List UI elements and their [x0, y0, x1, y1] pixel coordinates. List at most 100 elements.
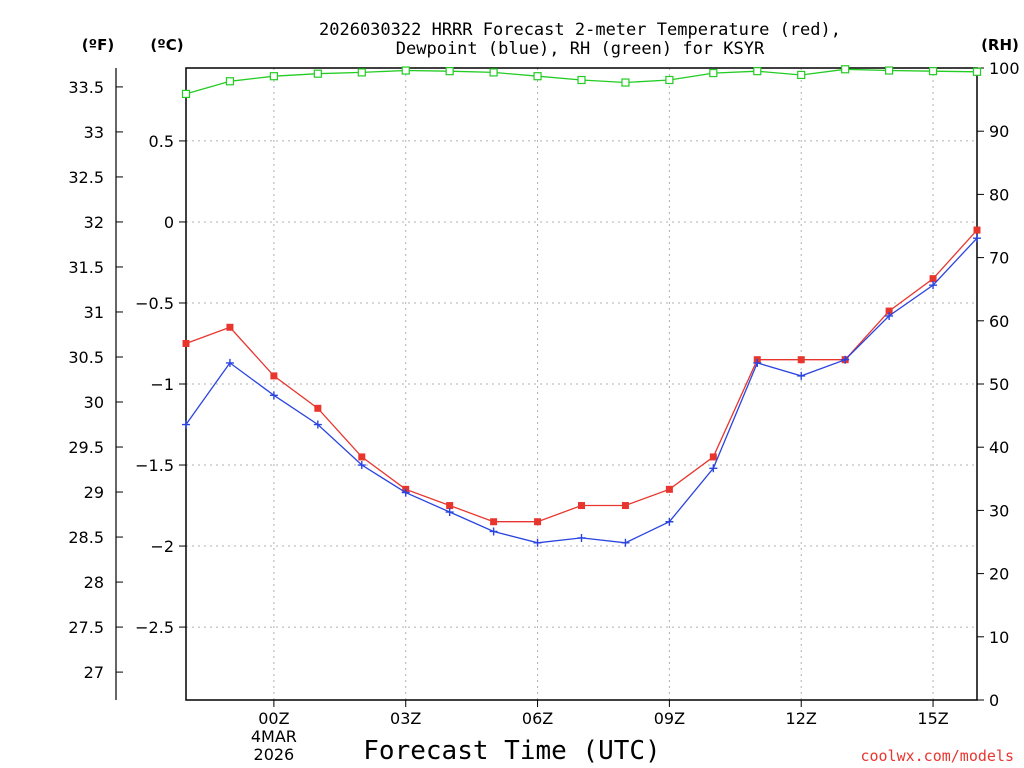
time-tick-label: 15Z: [917, 709, 948, 728]
rh-tick-label: 0: [989, 691, 999, 710]
celsius-tick-label: −2.5: [135, 618, 174, 637]
dewpoint-point: [533, 538, 542, 547]
fahrenheit-tick-label: 33.5: [68, 78, 104, 97]
fahrenheit-tick-label: 29: [84, 483, 104, 502]
rh-point: [885, 66, 894, 75]
rh-point: [445, 67, 454, 76]
rh-point: [269, 72, 278, 81]
rh-tick-label: 40: [989, 438, 1009, 457]
temperature-point: [226, 323, 234, 331]
temperature-point: [665, 485, 673, 493]
fahrenheit-axis: 33.5 33 32.5 32 31.5 31 30.5 30 29.5 29 28.5 28 27.5…: [68, 78, 123, 682]
dewpoint-point: [709, 464, 718, 473]
time-tick-label: 06Z: [522, 709, 553, 728]
rh-tick-label: 80: [989, 185, 1009, 204]
dewpoint-point: [973, 234, 981, 243]
fahrenheit-tick-label: 28.5: [68, 528, 104, 547]
time-tick-label: 09Z: [654, 709, 685, 728]
dewpoint-point: [489, 527, 498, 536]
temperature-point: [270, 372, 278, 380]
temperature-point: [885, 307, 893, 315]
dewpoint-point: [929, 281, 938, 290]
celsius-tick-label: −1.5: [135, 456, 174, 475]
rh-tick-label: 20: [989, 565, 1009, 584]
rh-point: [928, 67, 938, 76]
date-label: 4MAR: [251, 727, 297, 746]
celsius-tick-label: −2: [150, 537, 174, 556]
grid-lines: [186, 68, 977, 700]
fahrenheit-tick-label: 28: [84, 573, 104, 592]
dewpoint-point: [269, 391, 278, 400]
rh-point: [533, 72, 542, 81]
dewpoint-point: [357, 461, 366, 470]
rh-tick-label: 100: [989, 59, 1020, 78]
dewpoint-point: [445, 508, 454, 517]
temperature-point: [929, 275, 937, 283]
dewpoint-point: [753, 358, 762, 367]
rh-point: [225, 77, 235, 86]
dewpoint-point: [665, 517, 674, 526]
temperature-point: [446, 502, 454, 510]
rh-tick-label: 50: [989, 375, 1009, 394]
rh-point: [621, 78, 630, 87]
rh-point: [665, 75, 674, 85]
celsius-unit-label: (ºC): [150, 36, 183, 54]
celsius-tick-label: −0.5: [135, 294, 174, 313]
fahrenheit-tick-label: 29.5: [68, 438, 104, 457]
temperature-point: [358, 453, 366, 461]
time-tick-label: 12Z: [786, 709, 817, 728]
rh-point: [972, 67, 982, 76]
temperature-point: [578, 502, 585, 510]
rh-point: [489, 68, 498, 77]
dewpoint-point: [797, 371, 806, 380]
celsius-axis: 0.5 0 −0.5 −1 −1.5 −2 −2.5: [135, 132, 186, 637]
rh-tick-label: 10: [989, 628, 1009, 647]
dewpoint-point: [313, 420, 322, 429]
chart-title-line2: Dewpoint (blue), RH (green) for KSYR: [396, 39, 765, 59]
series-layer: [181, 65, 982, 547]
fahrenheit-tick-label: 31.5: [68, 258, 104, 277]
fahrenheit-tick-label: 32: [84, 213, 104, 232]
rh-point: [401, 66, 410, 75]
dewpoint-point: [225, 358, 234, 367]
fahrenheit-tick-label: 32.5: [68, 168, 104, 187]
rh-point: [313, 69, 322, 78]
rh-tick-label: 60: [989, 312, 1009, 331]
rh-point: [709, 68, 718, 78]
rh-point: [577, 75, 586, 85]
fahrenheit-tick-label: 27: [84, 663, 104, 682]
rh-point: [753, 67, 762, 76]
rh-point: [797, 70, 806, 80]
temperature-point: [490, 518, 498, 526]
x-axis-title: Forecast Time (UTC): [363, 736, 660, 766]
fahrenheit-tick-label: 27.5: [68, 618, 104, 637]
temperature-point: [973, 226, 981, 234]
temperature-point: [621, 502, 629, 510]
chart-title-line1: 2026030322 HRRR Forecast 2-meter Tempera…: [319, 20, 841, 40]
rh-tick-label: 90: [989, 122, 1009, 141]
year-label: 2026: [254, 745, 295, 764]
rh-point: [841, 65, 850, 74]
rh-unit-label: (RH): [981, 36, 1019, 54]
credit-text: coolwx.com/models: [860, 747, 1014, 765]
fahrenheit-tick-label: 30.5: [68, 348, 104, 367]
rh-point: [357, 68, 366, 77]
dewpoint-point: [621, 538, 630, 547]
temperature-line: [185, 229, 978, 523]
temperature-point: [797, 356, 805, 364]
temperature-point: [182, 339, 190, 347]
time-tick-label: 00Z: [258, 709, 289, 728]
time-tick-label: 03Z: [390, 709, 421, 728]
celsius-tick-label: 0.5: [149, 132, 174, 151]
temperature-point: [709, 453, 717, 461]
dewpoint-point: [885, 311, 894, 320]
celsius-tick-label: 0: [164, 213, 174, 232]
rh-tick-label: 30: [989, 501, 1009, 520]
dewpoint-point: [841, 355, 850, 364]
celsius-tick-label: −1: [150, 375, 174, 394]
dewpoint-line: [185, 237, 978, 544]
temperature-point: [534, 518, 542, 526]
